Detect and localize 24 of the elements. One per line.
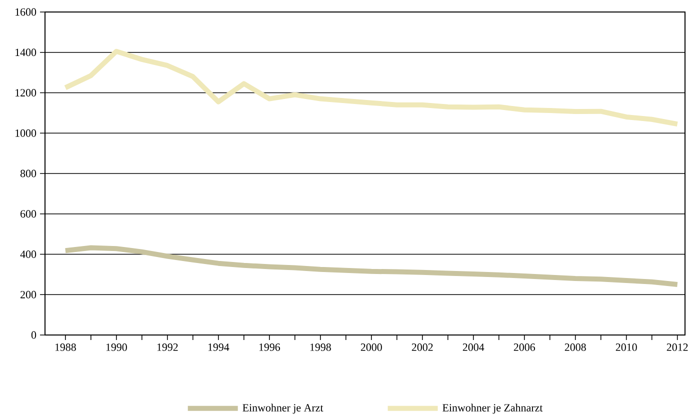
x-tick-label: 1988 — [55, 344, 76, 351]
y-tick-label: 800 — [20, 170, 36, 178]
x-tick-label: 2002 — [412, 344, 433, 351]
y-tick-label: 1400 — [16, 48, 36, 56]
x-tick-label: 2004 — [462, 344, 484, 351]
x-tick-label: 1996 — [259, 344, 280, 351]
x-tick-label: 2010 — [616, 344, 637, 351]
x-tick-label: 1994 — [208, 344, 230, 351]
y-tick-label: 1000 — [16, 129, 36, 137]
x-tick-label: 1998 — [310, 344, 331, 351]
x-tick-label: 2000 — [360, 344, 382, 351]
legend-label: Einwohner je Zahnarzt — [442, 404, 543, 414]
y-tick-label: 1600 — [16, 8, 36, 16]
x-tick-label: 1992 — [157, 344, 178, 351]
x-tick-label: 2008 — [564, 344, 586, 351]
y-tick-label: 600 — [20, 210, 36, 218]
x-tick-label: 2012 — [666, 344, 688, 351]
x-tick-label: 1990 — [106, 344, 127, 351]
y-tick-label: 1200 — [16, 89, 36, 97]
y-tick-label: 0 — [31, 331, 36, 339]
legend-label: Einwohner je Arzt — [242, 404, 324, 414]
y-tick-label: 200 — [20, 290, 36, 298]
y-tick-label: 400 — [20, 250, 36, 258]
x-tick-label: 2006 — [514, 344, 536, 351]
